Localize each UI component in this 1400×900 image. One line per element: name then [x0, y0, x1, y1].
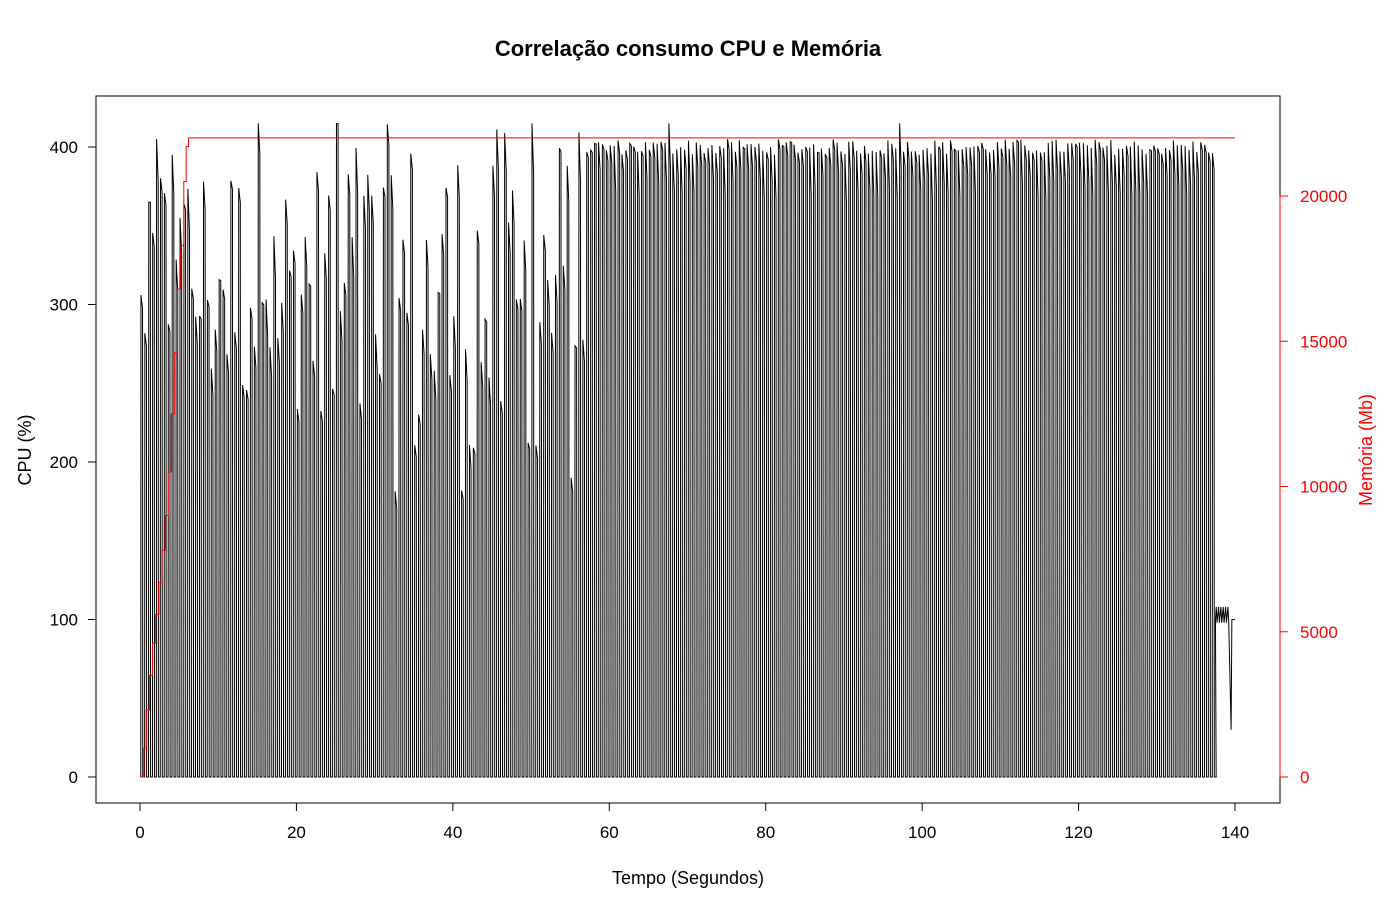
x-tick-label: 60 [600, 823, 619, 842]
y-axis-right: 0 5000 10000 15000 20000 [1279, 187, 1347, 787]
y-tick-label: 100 [50, 611, 78, 630]
y-axis-label: CPU (%) [15, 415, 35, 486]
y2-tick-label: 0 [1300, 768, 1309, 787]
x-axis: 0 20 40 60 80 100 120 140 [135, 802, 1249, 842]
y-axis-left: 0 100 200 300 400 [50, 138, 97, 787]
x-tick-label: 20 [287, 823, 306, 842]
y-tick-label: 300 [50, 296, 78, 315]
series-line-cpu [140, 122, 1235, 778]
plot-area [140, 122, 1235, 778]
series-line-memory [140, 137, 1235, 778]
y2-tick-label: 20000 [1300, 187, 1347, 206]
y-tick-label: 200 [50, 453, 78, 472]
y-tick-label: 0 [69, 768, 78, 787]
y2-tick-label: 5000 [1300, 623, 1338, 642]
x-tick-label: 140 [1221, 823, 1249, 842]
x-tick-label: 120 [1064, 823, 1092, 842]
x-tick-label: 100 [908, 823, 936, 842]
x-tick-label: 0 [135, 823, 144, 842]
y2-tick-label: 10000 [1300, 478, 1347, 497]
x-tick-label: 80 [756, 823, 775, 842]
y-tick-label: 400 [50, 138, 78, 157]
y2-tick-label: 15000 [1300, 332, 1347, 351]
x-axis-label: Tempo (Segundos) [612, 868, 764, 888]
y2-axis-label: Memória (Mb) [1356, 394, 1376, 506]
x-tick-label: 40 [443, 823, 462, 842]
chart-title: Correlação consumo CPU e Memória [495, 36, 882, 61]
